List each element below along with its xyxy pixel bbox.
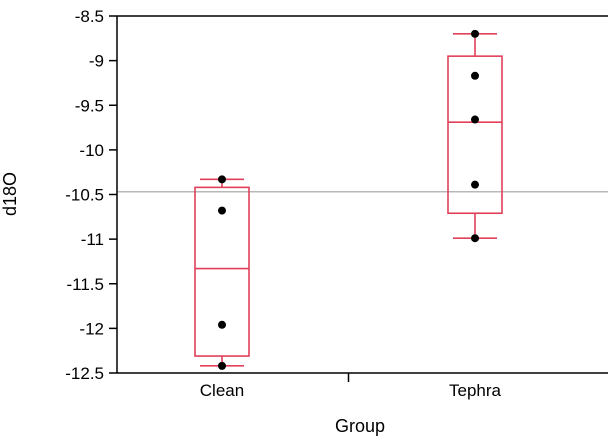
y-tick-label: -8.5	[75, 7, 104, 26]
y-tick-label: -12	[79, 319, 104, 338]
data-point	[218, 320, 226, 329]
data-point	[471, 234, 479, 243]
data-point	[471, 180, 479, 189]
data-point	[218, 206, 226, 215]
y-tick-label: -12.5	[65, 364, 104, 383]
x-tick-label: Tephra	[449, 381, 502, 400]
y-tick-label: -9	[89, 52, 104, 71]
y-tick-label: -10	[79, 141, 104, 160]
y-tick-label: -11.5	[67, 275, 105, 294]
y-tick-label: -11	[81, 230, 104, 249]
data-point	[218, 175, 226, 184]
y-tick-label: -10.5	[65, 186, 104, 205]
data-point	[471, 115, 479, 124]
y-tick-label: -9.5	[75, 96, 104, 115]
data-point	[218, 361, 226, 370]
data-point	[471, 71, 479, 80]
x-axis-title: Group	[335, 416, 385, 436]
x-tick-label: Clean	[200, 381, 244, 400]
y-axis-title: d18O	[0, 172, 20, 216]
box-tephra	[447, 33, 503, 240]
data-point	[471, 29, 479, 38]
